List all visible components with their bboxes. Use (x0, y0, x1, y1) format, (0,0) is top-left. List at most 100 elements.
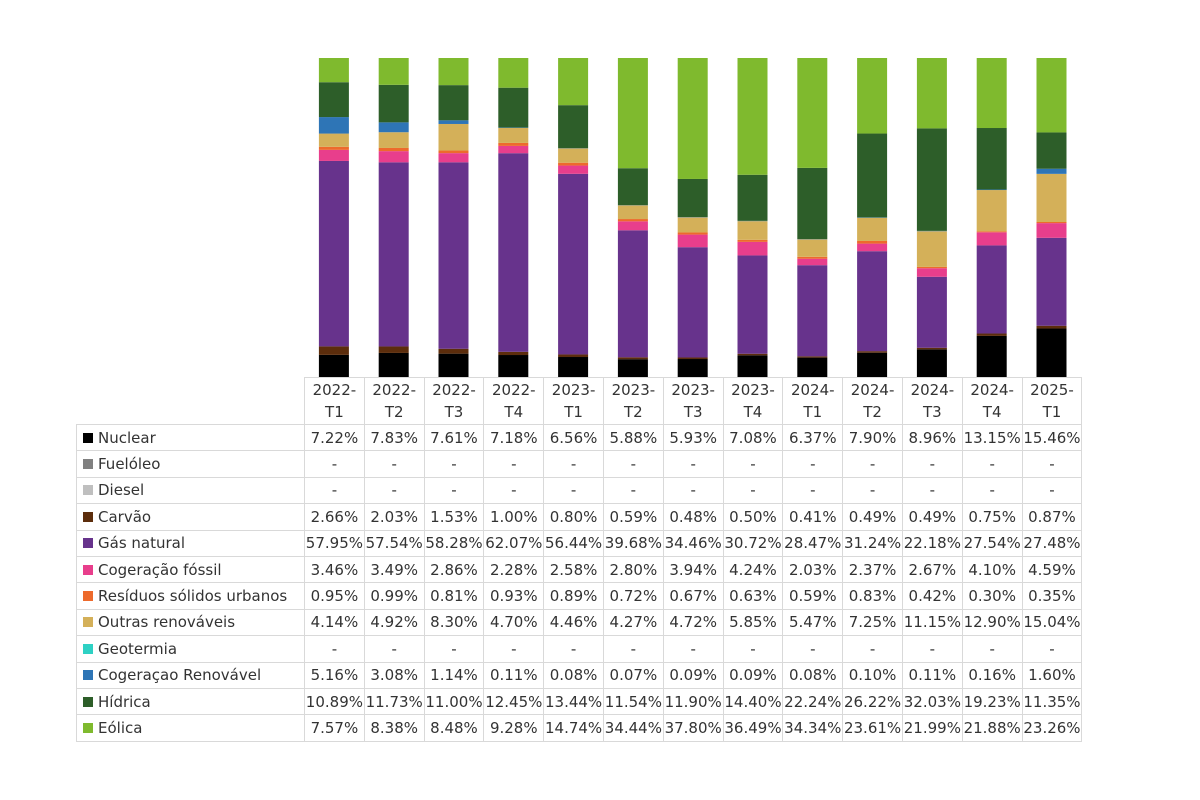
data-label: 4.70% (483, 608, 545, 637)
data-label: - (483, 450, 545, 478)
legend-swatch (83, 591, 93, 602)
data-label: 30.72% (722, 529, 784, 557)
bar-segment (558, 105, 589, 149)
bar-segment (438, 162, 469, 349)
data-label: 1.00% (483, 503, 545, 531)
data-label: - (901, 635, 963, 663)
data-label: 0.09% (662, 661, 724, 689)
data-label: - (363, 450, 425, 478)
data-label: 37.80% (662, 714, 724, 742)
data-label: - (782, 635, 844, 663)
bar-segment (318, 146, 349, 150)
bar-segment (916, 268, 947, 277)
bar-segment (976, 245, 1007, 334)
data-label: 57.95% (304, 529, 365, 557)
legend-swatch (83, 511, 93, 522)
data-label: 34.34% (782, 714, 844, 742)
data-label: 0.11% (901, 661, 963, 689)
data-label: 58.28% (423, 529, 485, 557)
bar-segment (916, 347, 947, 350)
bar-segment (498, 87, 529, 128)
data-label: 19.23% (961, 687, 1023, 716)
bar-segment (737, 221, 768, 240)
category-label: 2023- T4 (722, 377, 784, 425)
bar-segment (857, 243, 888, 252)
bar-segment (438, 353, 469, 378)
bar-segment (677, 58, 708, 179)
data-label: 13.44% (543, 687, 604, 716)
data-label: - (543, 450, 604, 478)
data-label: 12.45% (483, 687, 545, 716)
data-label: 11.00% (423, 687, 485, 716)
legend-label: Outras renováveis (98, 613, 236, 632)
legend-label: Cogeraçao Renovável (98, 666, 262, 685)
bar-segment (438, 150, 469, 154)
data-label: - (782, 476, 844, 505)
bar-segment (318, 58, 349, 83)
bar-segment (558, 173, 589, 355)
table-row: Resíduos sólidos urbanos 0.95% 0.99% 0.81% 0… (76, 582, 1083, 610)
bar-segment (318, 117, 349, 134)
bar-segment (378, 84, 409, 123)
table-row: Gás natural 57.95% 57.54% 58.28% 62.07% 56.44… (76, 529, 1083, 557)
legend-swatch (83, 643, 93, 654)
bar-segment (916, 349, 947, 378)
legend-swatch (83, 696, 93, 707)
data-label: 3.08% (363, 661, 425, 689)
data-label: - (304, 476, 365, 505)
data-label: 0.95% (304, 582, 365, 610)
table-row: Outras renováveis 4.14% 4.92% 8.30% 4.70% 4.4… (76, 608, 1083, 637)
data-label: - (842, 635, 903, 663)
legend-entry: Hídrica (76, 687, 305, 716)
category-label-line: T3 (923, 403, 942, 421)
bar-segment (976, 128, 1007, 190)
data-label: 0.42% (901, 582, 963, 610)
data-label: - (722, 476, 784, 505)
data-label: - (602, 476, 664, 505)
category-label-line: 2023- (731, 381, 775, 399)
bar-segment (318, 354, 349, 378)
data-label: 4.10% (961, 555, 1023, 584)
legend-swatch (83, 722, 93, 733)
category-label: 2023- T3 (662, 377, 724, 425)
bar-stack-2024-T2 (857, 58, 888, 378)
legend-swatch (83, 459, 93, 470)
data-label: 8.38% (363, 714, 425, 742)
legend-swatch (83, 564, 93, 575)
legend-label: Geotermia (98, 639, 178, 658)
bar-segment (318, 346, 349, 355)
bar-segment (617, 357, 648, 360)
category-label-line: T1 (564, 403, 583, 421)
data-label: 7.18% (483, 423, 545, 452)
bar-segment (857, 133, 888, 218)
data-label: 2.86% (423, 555, 485, 584)
data-label: 8.96% (901, 423, 963, 452)
data-label: 31.24% (842, 529, 903, 557)
legend-entry: Resíduos sólidos urbanos (76, 582, 305, 610)
data-label: 0.30% (961, 582, 1023, 610)
bar-segment (378, 147, 409, 152)
legend-swatch (83, 538, 93, 549)
data-label: 2.80% (602, 555, 664, 584)
data-label: 8.48% (423, 714, 485, 742)
category-label-line: 2022- (312, 381, 357, 399)
data-label: 4.59% (1021, 555, 1083, 584)
data-label: 2.37% (842, 555, 903, 584)
bar-segment (976, 189, 1007, 191)
category-label-line: T4 (504, 403, 524, 421)
data-label: 4.72% (662, 608, 724, 637)
bar-segment (498, 153, 529, 352)
data-label: 0.48% (662, 503, 724, 531)
data-label: 5.85% (722, 608, 784, 637)
data-label: 0.80% (543, 503, 604, 531)
bar-segment (916, 276, 947, 348)
data-label: 5.88% (602, 423, 664, 452)
data-label: - (842, 450, 903, 478)
bar-segment (498, 145, 529, 154)
data-label: 0.35% (1021, 582, 1083, 610)
bar-segment (378, 132, 409, 148)
legend-label: Eólica (98, 718, 143, 737)
data-label: 7.90% (842, 423, 903, 452)
bar-stack-2022-T3 (438, 58, 469, 378)
data-label: 2.66% (304, 503, 365, 531)
